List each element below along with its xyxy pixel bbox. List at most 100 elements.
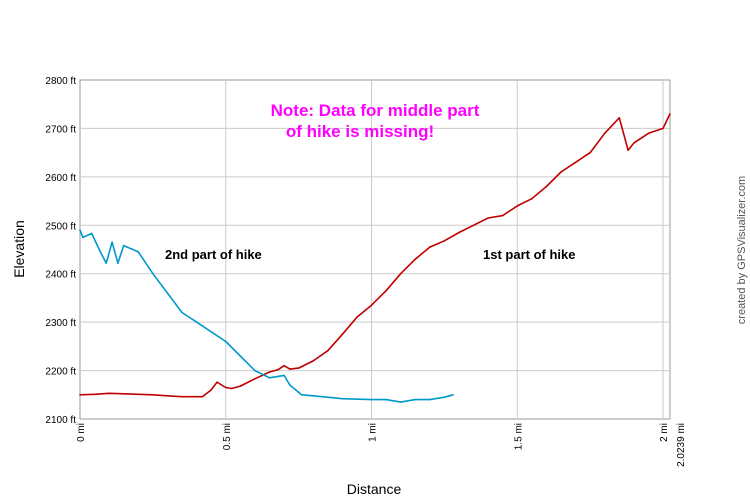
data-point-1st-part xyxy=(627,149,629,151)
data-point-1st-part xyxy=(669,113,671,115)
data-point-2nd-part xyxy=(79,229,81,231)
data-point-1st-part xyxy=(560,171,562,173)
data-point-1st-part xyxy=(429,246,431,248)
data-point-1st-part xyxy=(472,224,475,227)
y-tick-label: 2500 ft xyxy=(45,221,76,232)
data-point-2nd-part xyxy=(385,398,387,401)
data-point-2nd-part xyxy=(82,236,84,239)
data-point-1st-part xyxy=(327,349,329,352)
data-point-1st-part xyxy=(385,289,387,292)
data-point-2nd-part xyxy=(122,244,125,247)
data-point-1st-part xyxy=(312,360,315,362)
data-point-1st-part xyxy=(268,371,271,373)
data-point-2nd-part xyxy=(399,401,402,403)
data-point-2nd-part xyxy=(111,241,113,243)
data-point-1st-part xyxy=(225,386,227,389)
data-point-2nd-part xyxy=(210,331,212,333)
x-tick-label: 0 mi xyxy=(76,423,87,442)
data-point-1st-part xyxy=(93,393,96,396)
data-point-2nd-part xyxy=(181,311,183,314)
data-point-2nd-part xyxy=(225,340,227,343)
y-tick-label: 2100 ft xyxy=(45,415,76,426)
y-axis-ticks: 2100 ft 2200 ft 2300 ft 2400 ft 2500 ft 2600 … xyxy=(45,76,76,426)
data-point-2nd-part xyxy=(90,232,93,235)
note-line-2: of hike is missing! xyxy=(286,122,434,141)
data-point-1st-part xyxy=(647,132,650,135)
data-point-2nd-part xyxy=(289,384,291,386)
data-point-2nd-part xyxy=(99,251,102,253)
data-point-1st-part xyxy=(487,217,489,219)
data-point-1st-part xyxy=(356,316,358,319)
data-point-2nd-part xyxy=(294,389,297,391)
data-point-2nd-part xyxy=(452,394,454,396)
data-point-1st-part xyxy=(230,387,233,390)
data-point-1st-part xyxy=(166,395,169,397)
data-point-2nd-part xyxy=(152,272,154,275)
y-tick-label: 2300 ft xyxy=(45,318,76,329)
data-point-1st-part xyxy=(108,392,110,395)
data-point-1st-part xyxy=(662,127,664,130)
data-point-1st-part xyxy=(443,240,446,242)
data-point-1st-part xyxy=(341,333,344,336)
data-point-1st-part xyxy=(254,378,256,380)
y-tick-label: 2700 ft xyxy=(45,124,76,135)
data-point-2nd-part xyxy=(268,377,271,379)
x-axis-ticks: 0 mi 0.5 mi 1 mi 1.5 mi 2 mi 2.0239 mi xyxy=(76,423,687,467)
series-label-1st-part: 1st part of hike xyxy=(483,247,575,262)
series-group xyxy=(79,113,671,403)
data-point-1st-part xyxy=(210,389,212,391)
data-point-1st-part xyxy=(277,368,280,371)
data-point-1st-part xyxy=(181,395,183,398)
data-point-2nd-part xyxy=(283,374,285,377)
data-point-1st-part xyxy=(201,395,204,398)
data-point-1st-part xyxy=(239,385,242,387)
data-point-2nd-part xyxy=(254,369,256,372)
data-point-2nd-part xyxy=(300,394,303,396)
data-point-2nd-part xyxy=(239,355,242,357)
data-point-2nd-part xyxy=(312,395,315,397)
y-tick-label: 2200 ft xyxy=(45,367,76,378)
data-point-2nd-part xyxy=(429,398,431,401)
data-point-1st-part xyxy=(137,393,140,396)
data-point-1st-part xyxy=(516,205,519,207)
x-tick-label: 0.5 mi xyxy=(222,423,233,450)
data-point-2nd-part xyxy=(105,262,107,264)
data-point-1st-part xyxy=(501,214,504,217)
x-tick-label-end: 2.0239 mi xyxy=(676,423,687,467)
note-line-1: Note: Data for middle part xyxy=(271,101,480,120)
data-point-2nd-part xyxy=(117,262,119,264)
data-point-1st-part xyxy=(216,381,218,384)
data-point-1st-part xyxy=(574,161,577,164)
data-point-2nd-part xyxy=(137,251,140,253)
data-point-2nd-part xyxy=(166,292,169,294)
plot-area xyxy=(79,79,671,420)
y-tick-label: 2400 ft xyxy=(45,270,76,281)
credit-text: created by GPSVisualizer.com xyxy=(736,176,748,324)
data-point-1st-part xyxy=(618,117,621,119)
data-point-1st-part xyxy=(283,364,285,367)
data-point-1st-part xyxy=(414,258,417,261)
data-point-2nd-part xyxy=(414,398,417,401)
data-point-1st-part xyxy=(289,368,291,370)
x-axis-title: Distance xyxy=(347,481,402,497)
data-point-1st-part xyxy=(152,394,154,396)
data-point-2nd-part xyxy=(341,397,344,400)
data-point-1st-part xyxy=(603,132,606,135)
data-point-2nd-part xyxy=(443,396,446,399)
data-point-1st-part xyxy=(545,185,548,188)
y-axis-title: Elevation xyxy=(11,220,27,278)
data-point-1st-part xyxy=(122,393,125,395)
x-tick-label: 2 mi xyxy=(659,423,670,442)
x-tick-label: 1 mi xyxy=(368,423,379,442)
data-point-2nd-part xyxy=(370,398,373,401)
data-point-1st-part xyxy=(531,197,533,200)
data-point-1st-part xyxy=(458,231,460,234)
data-point-1st-part xyxy=(297,367,300,369)
data-point-1st-part xyxy=(589,151,591,154)
y-tick-label: 2800 ft xyxy=(45,76,76,87)
series-label-2nd-part: 2nd part of hike xyxy=(165,247,262,262)
data-point-1st-part xyxy=(79,394,81,396)
data-point-2nd-part xyxy=(195,321,198,323)
data-point-1st-part xyxy=(370,304,373,307)
